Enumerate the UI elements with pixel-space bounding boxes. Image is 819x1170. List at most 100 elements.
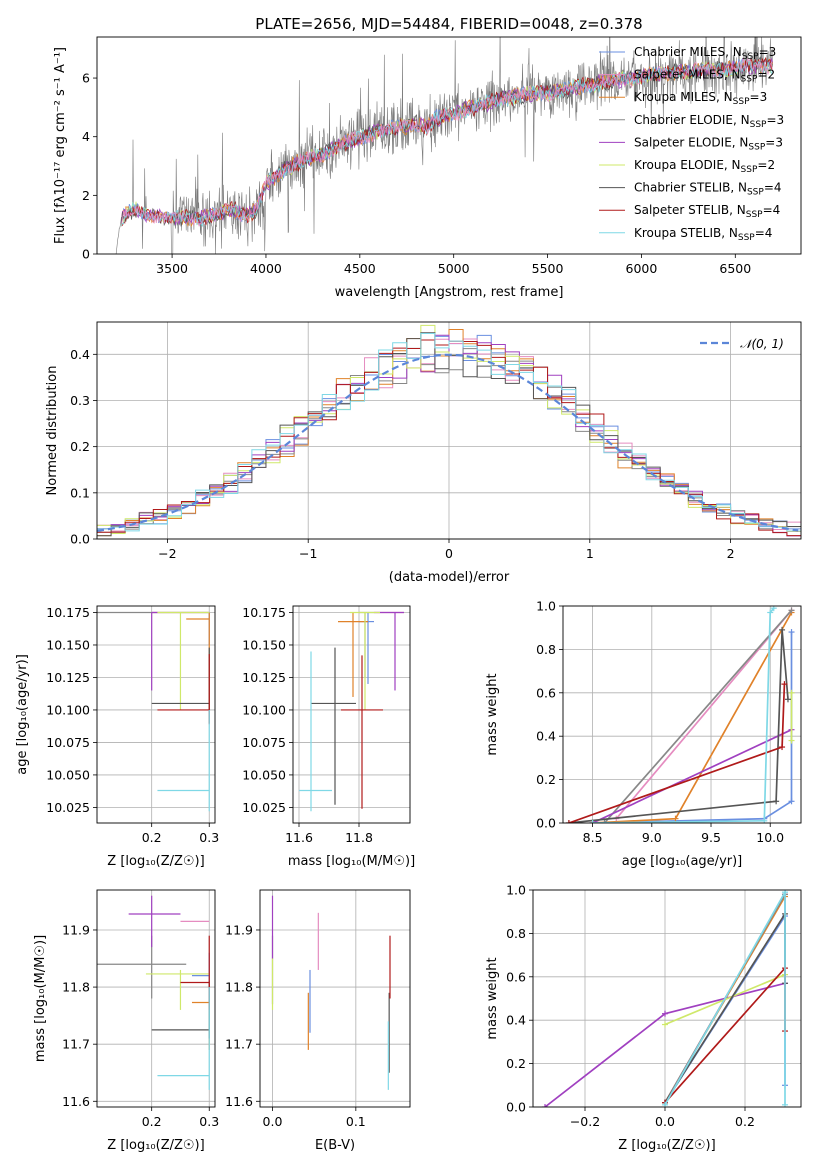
axes-frame bbox=[96, 36, 802, 255]
x-tick-label: 0.0 bbox=[263, 1114, 283, 1129]
legend-label-chabrier_elodie: Chabrier ELODIE, NSSP=3 bbox=[634, 113, 784, 130]
x-axis-label: Z [log₁₀(Z/Z☉)] bbox=[107, 854, 204, 869]
plot-area-massweight_vs_Z bbox=[542, 890, 788, 1107]
y-tick-label: 0.0 bbox=[506, 1100, 526, 1115]
axes-residuals: −2 −1 0 1 2 0.0 0.1 0.2 0.3 0.4 (data-model)/error bbox=[70, 321, 802, 585]
y-tick-label: 1.0 bbox=[506, 883, 526, 898]
x-tick-label: −0.2 bbox=[570, 1114, 600, 1129]
y-tick-label: 11.9 bbox=[62, 922, 90, 937]
series-chabrier_elodie bbox=[603, 609, 793, 823]
normal-curve bbox=[97, 353, 799, 532]
x-axis-label: mass [log₁₀(M/M☉)] bbox=[288, 854, 415, 869]
plot-area-residuals bbox=[97, 324, 801, 537]
axes-mass_vs_Z: 0.2 0.3 11.6 11.7 11.8 11.9 Z [log₁₀(Z/Z☉)] bbox=[62, 889, 219, 1153]
x-tick-label: 0.2 bbox=[142, 1114, 162, 1129]
series-salpeter_stelib bbox=[664, 965, 786, 1104]
axes-age_vs_Z: 0.2 0.3 10.025 10.050 10.075 10.100 10.125 10.1… bbox=[46, 605, 219, 869]
axes-frame bbox=[96, 889, 216, 1108]
series-salpeter_stelib bbox=[568, 684, 786, 823]
y-axis-label: mass weight bbox=[485, 673, 500, 755]
y-tick-label: 10.150 bbox=[242, 637, 286, 652]
x-tick-label: 11.6 bbox=[285, 830, 313, 845]
y-tick-label: 10.175 bbox=[242, 605, 286, 620]
y-axis-label: Flux [fλ10⁻¹⁷ erg cm⁻² s⁻¹ A⁻¹] bbox=[53, 47, 68, 244]
axes-frame bbox=[96, 321, 802, 540]
x-tick-label: 0.2 bbox=[735, 1114, 755, 1129]
x-axis-label: age [log₁₀(age/yr)] bbox=[622, 854, 743, 869]
x-tick-label: 0.1 bbox=[346, 1114, 366, 1129]
x-tick-label: 0.3 bbox=[199, 830, 219, 845]
axes-frame bbox=[532, 889, 802, 1108]
y-tick-label: 0.0 bbox=[536, 816, 556, 831]
spectrum-legend: Chabrier MILES, NSSP=3 Salpeter MILES, NS… bbox=[599, 45, 784, 243]
x-tick-label: 0.3 bbox=[199, 1114, 219, 1129]
y-tick-label: 2 bbox=[82, 188, 90, 203]
x-tick-label: 0.0 bbox=[655, 1114, 675, 1129]
x-axis-label: E(B-V) bbox=[315, 1138, 355, 1153]
plot-area-mass_vs_ebv bbox=[271, 895, 391, 1090]
legend-label-salpeter_miles: Salpeter MILES, NSSP=2 bbox=[634, 68, 775, 85]
x-tick-label: 6500 bbox=[719, 261, 751, 276]
y-tick-label: 0.0 bbox=[70, 532, 90, 547]
y-tick-label: 0.8 bbox=[506, 926, 526, 941]
series-kroupa_stelib bbox=[592, 607, 775, 823]
x-tick-label: 5000 bbox=[438, 261, 470, 276]
legend-label-kroupa_miles: Kroupa MILES, NSSP=3 bbox=[634, 90, 767, 107]
legend-label-kroupa_stelib: Kroupa STELIB, NSSP=4 bbox=[634, 226, 772, 243]
legend-label-chabrier_miles: Chabrier MILES, NSSP=3 bbox=[634, 45, 776, 62]
y-tick-label: 11.7 bbox=[225, 1037, 253, 1052]
legend-label-salpeter_elodie: Salpeter ELODIE, NSSP=3 bbox=[634, 135, 783, 152]
x-axis-label: wavelength [Angstrom, rest frame] bbox=[335, 285, 564, 300]
x-tick-label: 0 bbox=[445, 546, 453, 561]
y-tick-label: 10.075 bbox=[242, 735, 286, 750]
y-axis-label: mass [log₁₀(M/M☉)] bbox=[33, 935, 48, 1062]
x-tick-label: 2 bbox=[727, 546, 735, 561]
plot-area-spectrum bbox=[115, 37, 773, 254]
model-line-salpeter_miles bbox=[121, 56, 773, 227]
x-tick-label: 6000 bbox=[626, 261, 658, 276]
series-salpeter_miles bbox=[615, 609, 793, 820]
x-tick-label: 8.5 bbox=[583, 830, 603, 845]
x-tick-label: 9.0 bbox=[642, 830, 662, 845]
figure-title: PLATE=2656, MJD=54484, FIBERID=0048, z=0… bbox=[255, 15, 642, 33]
x-tick-label: 5500 bbox=[532, 261, 564, 276]
y-tick-label: 10.100 bbox=[242, 702, 286, 717]
x-axis-label: Z [log₁₀(Z/Z☉)] bbox=[107, 1138, 204, 1153]
y-tick-label: 11.6 bbox=[62, 1094, 90, 1109]
plot-area-mass_vs_Z bbox=[97, 895, 210, 1090]
y-tick-label: 0.1 bbox=[70, 485, 90, 500]
axes-massweight_vs_age: 8.5 9.0 9.5 10.0 0.0 0.2 0.4 0.6 0.8 1.0 age [log₁… bbox=[536, 599, 802, 869]
y-tick-label: 0.2 bbox=[536, 772, 556, 787]
y-tick-label: 4 bbox=[82, 129, 90, 144]
x-tick-label: 11.8 bbox=[345, 830, 373, 845]
y-tick-label: 0 bbox=[82, 247, 90, 262]
axes-frame bbox=[292, 605, 411, 824]
y-tick-label: 0.6 bbox=[536, 685, 556, 700]
y-tick-label: 11.6 bbox=[225, 1094, 253, 1109]
x-tick-label: 0.2 bbox=[142, 830, 162, 845]
series-salpeter_elodie bbox=[592, 728, 792, 823]
y-tick-label: 10.125 bbox=[242, 670, 286, 685]
x-tick-label: −2 bbox=[158, 546, 176, 561]
legend-label-kroupa_elodie: Kroupa ELODIE, NSSP=2 bbox=[634, 158, 775, 175]
y-tick-label: 0.8 bbox=[536, 642, 556, 657]
y-tick-label: 11.8 bbox=[225, 980, 253, 995]
histogram-kroupa_stelib bbox=[97, 333, 801, 532]
legend-label-salpeter_stelib: Salpeter STELIB, NSSP=4 bbox=[634, 203, 780, 220]
y-tick-label: 11.9 bbox=[225, 922, 253, 937]
y-axis-label: Normed distribution bbox=[45, 366, 60, 496]
series-kroupa_stelib bbox=[664, 890, 786, 1106]
y-tick-label: 0.4 bbox=[506, 1013, 526, 1028]
y-tick-label: 0.3 bbox=[70, 393, 90, 408]
y-tick-label: 11.7 bbox=[62, 1037, 90, 1052]
plot-area-age_vs_Z bbox=[97, 611, 210, 812]
y-tick-label: 10.100 bbox=[46, 702, 90, 717]
series-chabrier_stelib bbox=[568, 629, 789, 823]
x-tick-label: 4500 bbox=[344, 261, 376, 276]
x-axis-label: (data-model)/error bbox=[389, 570, 510, 585]
x-tick-label: 10.0 bbox=[756, 830, 784, 845]
axes-mass_vs_ebv: 0.0 0.1 11.6 11.7 11.8 11.9 E(B-V) bbox=[225, 889, 411, 1153]
axes-frame bbox=[96, 605, 216, 824]
y-tick-label: 10.075 bbox=[46, 735, 90, 750]
